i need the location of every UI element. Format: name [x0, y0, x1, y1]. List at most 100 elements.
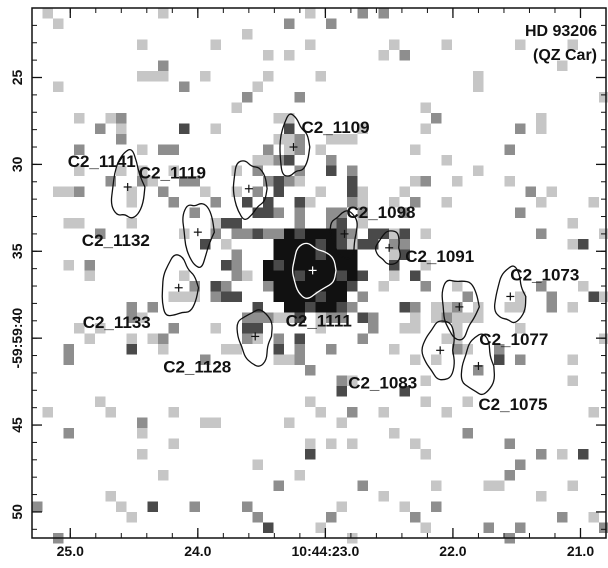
image-pixel [462, 312, 473, 323]
image-pixel [420, 396, 431, 407]
image-pixel [189, 281, 200, 292]
image-pixel [420, 522, 431, 533]
image-pixel [284, 417, 295, 428]
image-pixel [420, 449, 431, 460]
image-pixel [347, 176, 358, 187]
title-line-2: (QZ Car) [533, 47, 597, 64]
source-contour [441, 279, 480, 341]
image-pixel [599, 291, 608, 302]
image-pixel [294, 344, 305, 355]
image-pixel [273, 480, 284, 491]
image-pixel [284, 18, 295, 29]
image-pixel [210, 323, 221, 334]
image-pixel [588, 197, 599, 208]
image-pixel [347, 438, 358, 449]
image-pixel [221, 239, 232, 250]
y-tick-label: 45 [9, 417, 25, 433]
image-pixel [284, 249, 295, 260]
image-pixel [105, 491, 116, 502]
image-pixel [294, 260, 305, 271]
image-pixel [179, 176, 190, 187]
y-tick-label: 30 [9, 156, 25, 172]
image-pixel [473, 312, 484, 323]
image-pixel [441, 197, 452, 208]
source-label: C2_1119 [139, 164, 206, 183]
image-pixel [389, 249, 400, 260]
image-pixel [504, 470, 515, 481]
image-pixel [242, 312, 253, 323]
image-pixel [326, 260, 337, 271]
image-pixel [63, 186, 74, 197]
image-pixel [305, 396, 316, 407]
image-pixel [347, 134, 358, 145]
image-pixel [515, 323, 526, 334]
image-pixel [567, 375, 578, 386]
image-pixel [263, 50, 274, 61]
image-pixel [546, 302, 557, 313]
image-pixel [536, 491, 547, 502]
image-pixel [347, 281, 358, 292]
image-pixel [210, 39, 221, 50]
image-pixel [294, 207, 305, 218]
image-pixel [431, 302, 442, 313]
image-pixel [273, 270, 284, 281]
image-pixel [315, 228, 326, 239]
image-pixel [242, 323, 253, 334]
image-pixel [294, 302, 305, 313]
image-pixel [357, 218, 368, 229]
image-pixel [294, 228, 305, 239]
image-pixel [389, 428, 400, 439]
image-pixel [158, 60, 169, 71]
image-pixel [473, 71, 484, 82]
image-pixel [126, 186, 137, 197]
image-pixel [294, 92, 305, 103]
image-pixel [315, 291, 326, 302]
image-pixel [399, 50, 410, 61]
image-pixel [399, 207, 410, 218]
image-pixel [336, 260, 347, 271]
image-pixel [294, 197, 305, 208]
image-pixel [263, 312, 274, 323]
image-pixel [410, 176, 421, 187]
image-pixel [347, 270, 358, 281]
image-pixel [137, 39, 148, 50]
image-pixel [210, 218, 221, 229]
image-pixel [515, 354, 526, 365]
image-pixel [567, 480, 578, 491]
x-tick-label: 25.0 [57, 543, 84, 559]
image-pixel [515, 123, 526, 134]
title-line-1: HD 93206 [525, 23, 597, 40]
image-pixel [200, 239, 211, 250]
image-pixel [147, 176, 158, 187]
image-pixel [347, 260, 358, 271]
image-pixel [410, 312, 421, 323]
image-pixel [357, 197, 368, 208]
image-pixel [326, 270, 337, 281]
image-pixel [473, 365, 484, 376]
image-pixel [189, 207, 200, 218]
image-pixel [326, 291, 337, 302]
image-pixel [315, 312, 326, 323]
image-pixel [357, 270, 368, 281]
contour-layer [110, 113, 527, 396]
image-pixel [147, 501, 158, 512]
image-pixel [294, 249, 305, 260]
source-label: C2_1141 [68, 152, 136, 171]
image-pixel [378, 50, 389, 61]
image-pixel [588, 407, 599, 418]
image-pixel [168, 438, 179, 449]
image-pixel [494, 344, 505, 355]
image-pixel [326, 134, 337, 145]
image-pixel [410, 438, 421, 449]
image-pixel [252, 155, 263, 166]
image-pixel [84, 333, 95, 344]
image-pixel [294, 144, 305, 155]
image-pixel [504, 144, 515, 155]
image-pixel [294, 470, 305, 481]
y-tick-label: -59:59:40 [9, 308, 25, 369]
image-pixel [305, 281, 316, 292]
source-contour [374, 230, 401, 265]
image-pixel [53, 81, 64, 92]
image-pixel [42, 407, 53, 418]
